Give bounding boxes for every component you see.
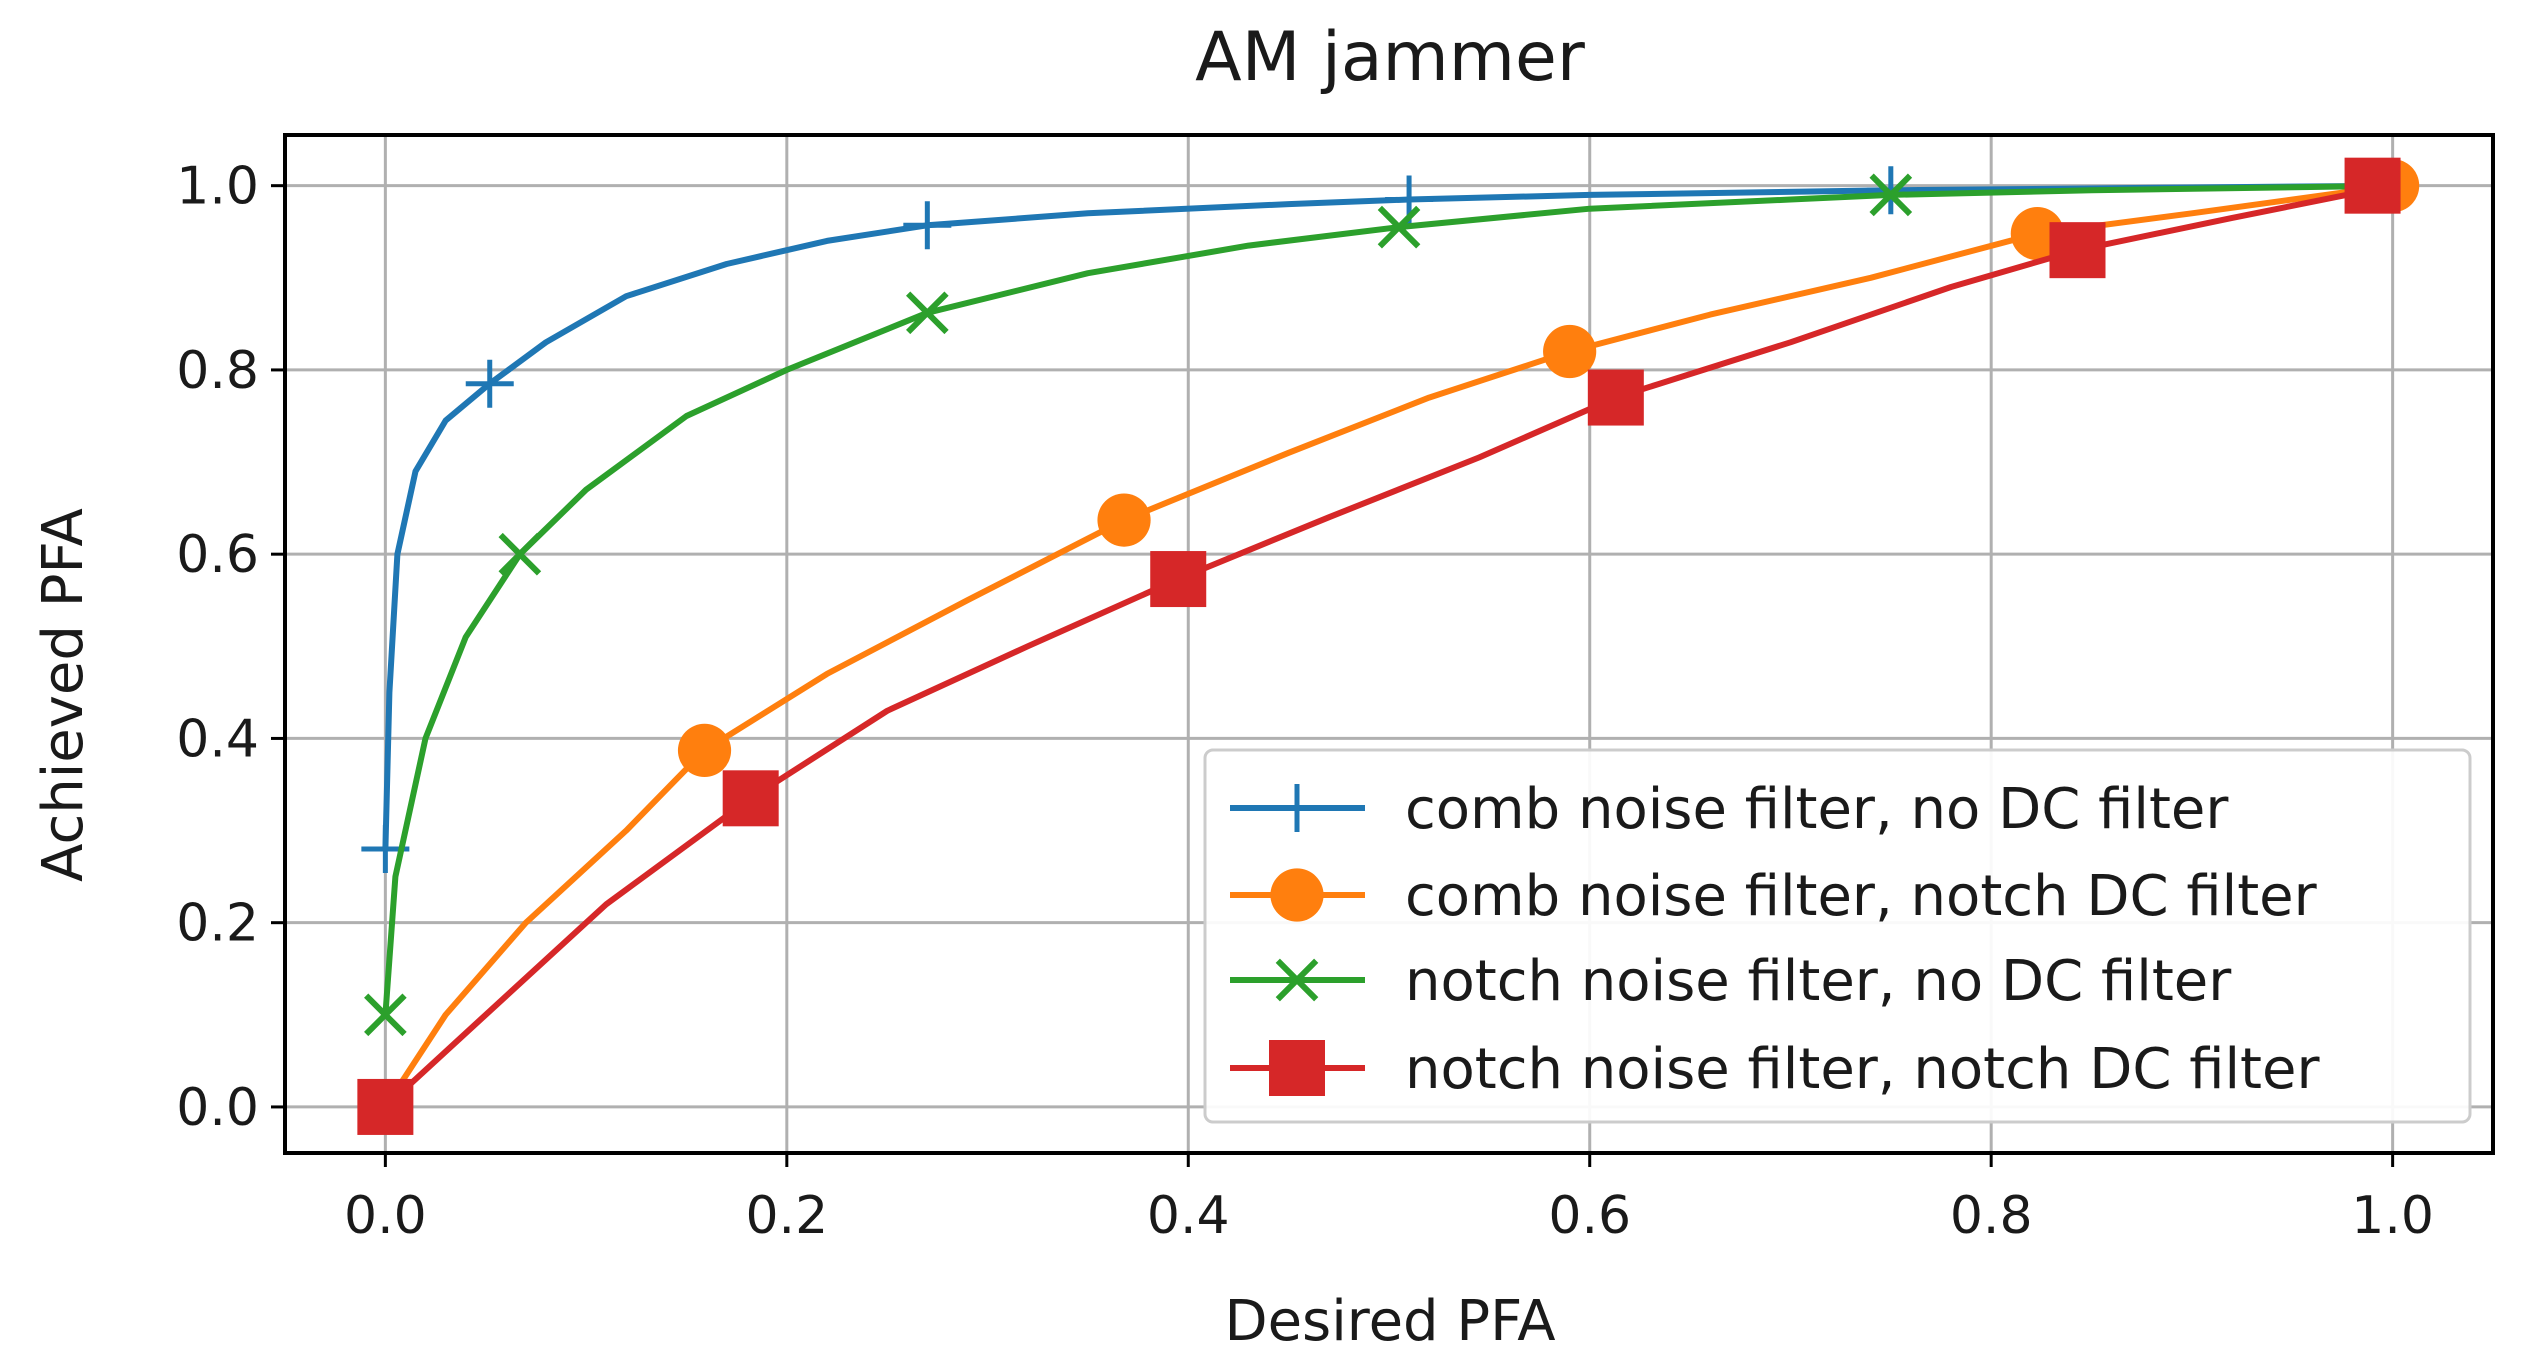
plot-frame (283, 133, 2495, 1155)
grid (285, 135, 2493, 1153)
x-tick-label: 0.8 (1950, 1186, 2033, 1246)
series-point (903, 201, 952, 250)
legend-marker (1275, 958, 1319, 1002)
y-tick-label: 0.4 (176, 709, 259, 769)
x-tick-label: 0.4 (1147, 1186, 1230, 1246)
x-axis-title: Desired PFA (1224, 1289, 1555, 1354)
legend-label: comb noise filter, no DC filter (1405, 777, 2229, 842)
series-point (465, 359, 514, 408)
series-4 (357, 157, 2401, 1135)
x-tick-label: 0.6 (1548, 1186, 1631, 1246)
legend-marker (1273, 784, 1321, 832)
y-tick-label: 0.6 (176, 525, 259, 585)
series-point (1543, 324, 1597, 379)
series-line (382, 182, 2396, 1110)
y-axis-title: Achieved PFA (31, 508, 96, 882)
x-axis: 0.0 0.2 0.4 0.6 0.8 1.0 (344, 1153, 2434, 1246)
series-line (382, 182, 2396, 852)
x-tick-label: 1.0 (2351, 1186, 2434, 1246)
series-point (1587, 369, 1644, 426)
x-tick-label: 0.2 (745, 1186, 828, 1246)
y-tick-label: 0.0 (176, 1078, 259, 1138)
series-point (1869, 173, 1913, 217)
legend-label: notch noise filter, no DC filter (1405, 949, 2232, 1014)
series-point (1377, 205, 1421, 249)
chart-title: AM jammer (1195, 18, 1585, 97)
series-point (364, 993, 407, 1037)
series-layer (357, 157, 2420, 1135)
series-point (1150, 551, 1207, 608)
x-tick-label: 0.0 (344, 1186, 427, 1246)
series-point (357, 1078, 414, 1135)
series-point (906, 291, 949, 335)
series-line (382, 182, 2396, 1110)
series-point (1097, 493, 1151, 547)
legend-item: notch noise filter, no DC filter (1230, 949, 2232, 1014)
series-point (1866, 166, 1915, 215)
series-point (2049, 222, 2106, 279)
legend: comb noise filter, no DC filter comb nois… (1203, 748, 2472, 1124)
legend-item: comb noise filter, no DC filter (1230, 777, 2229, 842)
series-3 (364, 164, 2396, 1037)
y-axis: 0.0 0.2 0.4 0.6 0.8 1.0 (176, 157, 285, 1138)
y-tick-label: 1.0 (176, 157, 259, 217)
legend-box (1203, 748, 2472, 1124)
series-point (2344, 157, 2401, 214)
legend-label: notch noise filter, notch DC filter (1405, 1037, 2320, 1102)
legend-item: notch noise filter, notch DC filter (1230, 1037, 2320, 1102)
series-point (722, 770, 779, 827)
series-point (498, 532, 542, 576)
series-point (677, 723, 732, 778)
legend-marker (1269, 1040, 1325, 1096)
legend-label: comb noise filter, notch DC filter (1405, 864, 2318, 929)
y-tick-label: 0.8 (176, 341, 259, 401)
legend-marker (1270, 868, 1324, 922)
legend-item: comb noise filter, notch DC filter (1230, 864, 2318, 929)
y-tick-label: 0.2 (176, 894, 259, 954)
